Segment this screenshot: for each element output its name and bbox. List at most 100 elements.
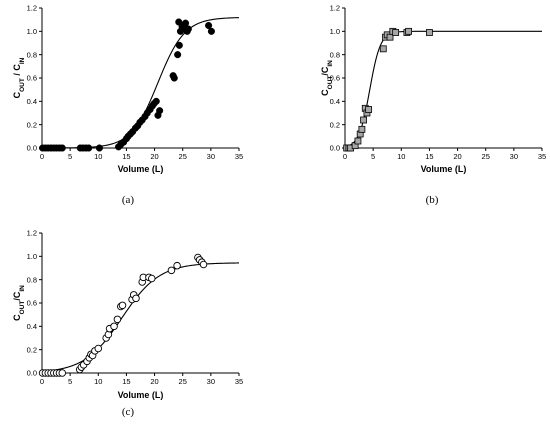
y-tick-label: 0.0 [330,144,340,153]
data-point [95,144,103,152]
x-axis-label: Volume (L) [421,164,467,174]
x-tick-label: 5 [371,152,375,161]
y-tick-label: 0.2 [27,345,37,354]
y-axis-label: COUT / CIN [12,57,26,98]
y-tick-label: 0.2 [330,120,340,129]
panel-c: 0 5 10 15 20 25 30 35 0.0 0.2 0.4 0.6 0.8 1.0 1.2 Volum… [12,229,243,418]
x-tick-label: 10 [397,152,405,161]
data-point [85,144,93,152]
x-axis-label: Volume (L) [118,164,164,174]
data-point [58,144,66,152]
x-tick-label: 0 [40,152,44,161]
y-tick-label: 0.6 [330,74,340,83]
y-tick-label: 1.2 [27,229,37,238]
x-tick-label: 5 [68,152,72,161]
data-point [207,27,215,35]
y-label-sub-out: OUT [19,301,26,315]
y-tick-label: 0.8 [27,275,37,284]
x-tick-label: 25 [179,152,187,161]
x-tick-label: 10 [94,152,102,161]
data-point [174,51,182,59]
data-point [379,45,387,53]
panel-label: (a) [122,194,135,206]
y-label-sub-out: OUT [19,78,26,92]
data-point [405,27,413,35]
y-tick-label: 0.8 [330,50,340,59]
x-tick-label: 15 [122,152,130,161]
x-axis-label: Volume (L) [118,390,164,400]
y-tick-label: 1.0 [27,252,37,261]
y-label-c: C [12,314,22,321]
data-point [426,29,433,36]
x-tick-label: 10 [94,377,102,386]
y-axis-label: COUT/CIN [12,285,26,321]
x-tick-label: 25 [482,152,490,161]
data-point [132,294,140,303]
data-point [58,369,67,377]
data-point [386,33,394,41]
fit-curve [344,30,542,148]
data-point [167,266,176,275]
x-tick-label: 30 [207,377,215,386]
data-point [392,29,400,36]
y-tick-label: 1.2 [27,4,37,13]
y-tick-label: 0.4 [27,97,37,106]
data-point [118,301,127,310]
x-tick-label: 20 [150,377,158,386]
data-point [152,97,160,105]
x-tick-label: 35 [235,152,243,161]
y-axis-label: COUT/CIN [320,60,334,96]
panel-label: (c) [122,406,135,418]
data-point [175,41,183,49]
y-label-c: C [320,89,330,96]
x-tick-label: 20 [453,152,461,161]
y-tick-label: 0.6 [27,74,37,83]
y-label-sub-out: OUT [327,76,334,90]
y-tick-label: 0.8 [27,50,37,59]
y-tick-label: 0.2 [27,120,37,129]
x-tick-label: 0 [343,152,347,161]
y-label-mid: /C [12,291,22,301]
data-point [173,261,181,270]
fit-curve [41,17,240,149]
y-tick-label: 0.4 [27,322,37,331]
data-point [360,116,367,124]
y-tick-label: 0.0 [27,369,37,378]
data-point [354,137,362,145]
y-label-sub-in: IN [19,285,26,292]
x-tick-label: 15 [122,377,130,386]
y-tick-label: 1.2 [330,4,340,13]
x-tick-label: 15 [425,152,433,161]
data-point [365,106,373,113]
data-point [148,274,156,283]
y-tick-label: 1.0 [27,27,37,36]
data-point [199,260,208,269]
x-tick-label: 30 [510,152,518,161]
y-label-sub-in: IN [19,57,26,64]
x-tick-label: 35 [538,152,546,161]
x-tick-label: 20 [150,152,158,161]
data-point [181,19,190,27]
x-tick-label: 30 [207,152,215,161]
y-label-mid: / C [12,64,22,79]
data-point [110,322,118,331]
data-point [205,21,213,30]
x-tick-label: 0 [40,377,44,386]
data-point [94,344,103,353]
y-label-sub-in: IN [327,60,334,67]
y-tick-label: 0.6 [27,299,37,308]
data-point [170,74,178,82]
y-tick-label: 1.0 [330,27,340,36]
panel-label: (b) [426,194,439,206]
x-tick-label: 35 [235,377,243,386]
x-tick-label: 25 [179,377,187,386]
x-tick-label: 5 [68,377,72,386]
y-tick-label: 0.0 [27,144,37,153]
data-point [156,107,164,115]
panel-a: 0 5 10 15 20 25 30 35 0.0 0.2 0.4 0.6 0.8 1.0 1.2 Volum… [12,4,243,206]
data-point [113,315,122,324]
data-point [184,25,192,33]
data-point [358,125,366,133]
y-tick-label: 0.4 [330,97,340,106]
